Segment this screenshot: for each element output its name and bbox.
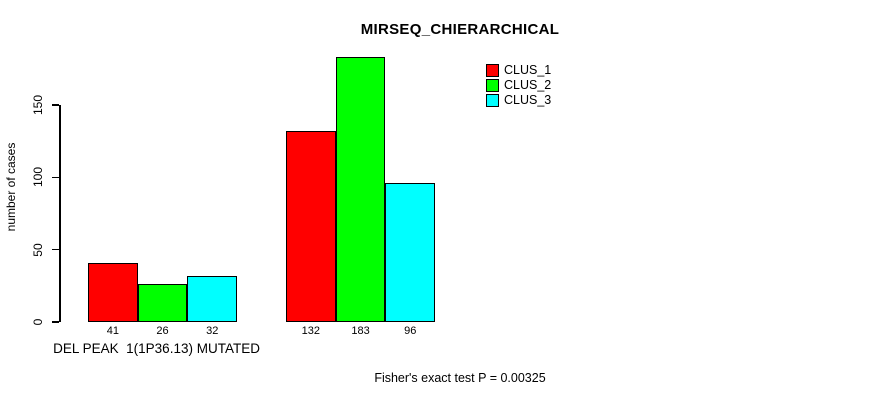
y-axis-tick-label: 0 <box>31 318 45 326</box>
bar-clus_3-group1 <box>187 275 238 322</box>
bar-value-label: 32 <box>206 325 219 337</box>
y-axis-tick <box>52 104 59 106</box>
category-label: DEL PEAK 1(1P36.13) MUTATED <box>53 341 260 356</box>
y-axis-tick-label: 100 <box>31 167 45 188</box>
y-axis-tick-label: 150 <box>31 94 45 116</box>
bar-value-label: 96 <box>404 325 417 337</box>
bar-value-label: 41 <box>106 325 119 337</box>
legend-swatch-clus_2-icon <box>486 79 499 92</box>
legend-swatch-clus_3-icon <box>486 94 499 107</box>
chart-title: MIRSEQ_CHIERARCHICAL <box>360 21 560 38</box>
y-axis-tick <box>52 176 59 179</box>
legend-swatch-clus_1-icon <box>486 64 499 77</box>
y-axis-line <box>59 105 61 322</box>
bar-clus_1-group2 <box>286 131 336 322</box>
legend-item-clus_3: CLUS_3 <box>486 93 551 108</box>
fisher-test-annotation: Fisher's exact test P = 0.00325 <box>374 371 546 385</box>
legend-item-clus_2: CLUS_2 <box>486 78 551 93</box>
legend: CLUS_1 CLUS_2 CLUS_3 <box>486 63 551 108</box>
legend-item-clus_1: CLUS_1 <box>486 63 551 78</box>
bar-value-label: 132 <box>301 325 321 337</box>
y-axis-tick <box>52 248 59 251</box>
legend-label: CLUS_3 <box>504 93 552 107</box>
legend-label: CLUS_1 <box>504 63 552 77</box>
y-axis-title: number of cases <box>4 142 18 232</box>
bar-value-label: 26 <box>156 325 169 337</box>
bar-clus_3-group2 <box>385 183 436 322</box>
legend-label: CLUS_2 <box>504 78 552 92</box>
y-axis-tick <box>52 321 59 323</box>
bar-clus_2-group2 <box>335 57 386 322</box>
bar-value-label: 183 <box>351 325 370 337</box>
bar-clus_1-group1 <box>88 262 138 322</box>
y-axis-tick-label: 50 <box>31 242 45 257</box>
bar-clus_2-group1 <box>137 284 188 322</box>
